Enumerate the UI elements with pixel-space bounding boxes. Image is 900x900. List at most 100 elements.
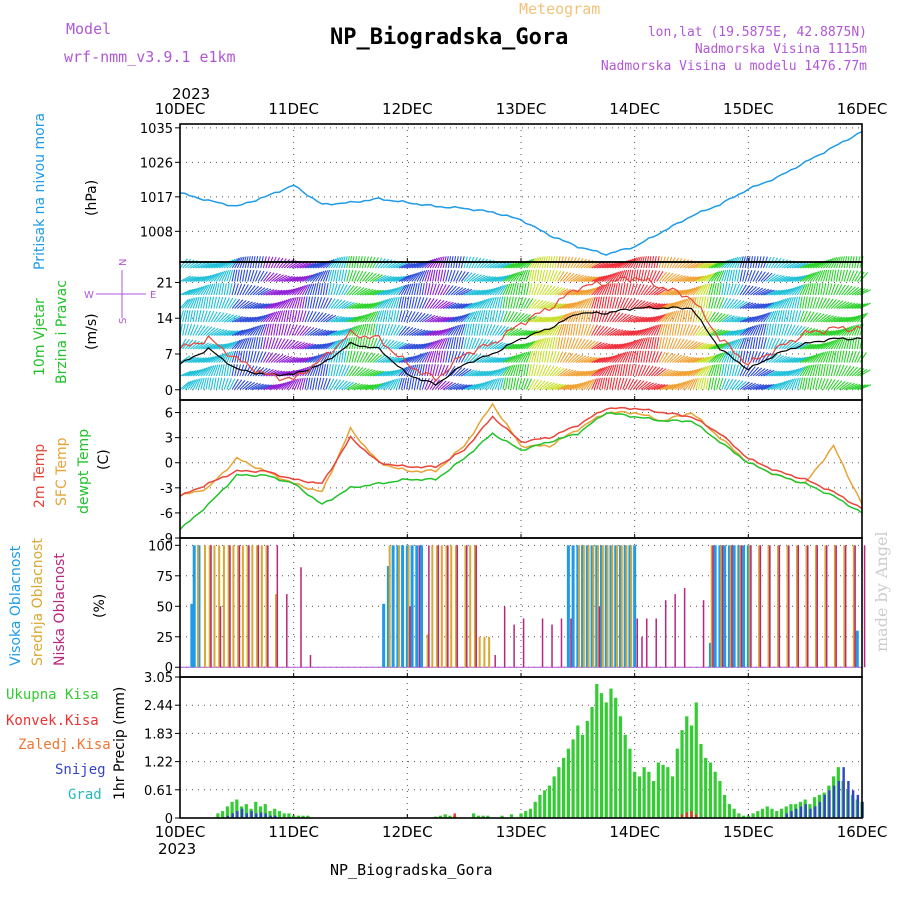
wind-barb: [765, 311, 773, 323]
wind-barb: [752, 303, 765, 310]
wind-barb: [703, 343, 715, 350]
wind-barb: [354, 303, 366, 310]
wind-barb: [255, 303, 267, 310]
cloud-bar: [683, 587, 686, 668]
wind-barb: [426, 269, 432, 282]
wind-barb: [687, 324, 694, 336]
wind-barb: [507, 272, 517, 282]
wind-barb: [479, 355, 491, 363]
wind-barb: [416, 329, 429, 336]
wind-barb: [268, 323, 272, 336]
wind-barb: [747, 315, 759, 323]
wind-barb: [799, 356, 811, 363]
wind-barb: [773, 275, 785, 282]
wind-barb: [458, 271, 466, 282]
wind-barb: [703, 273, 714, 282]
wind-barb: [343, 301, 355, 309]
wind-barb: [250, 302, 262, 309]
wind-barb: [241, 269, 246, 282]
wind-barb: [424, 314, 436, 323]
wind-barb: [416, 342, 428, 350]
wind-barb: [200, 296, 204, 309]
cloud-bar: [237, 545, 240, 668]
precip-bar: [689, 725, 694, 818]
wind-barb: [549, 325, 558, 336]
wind-barb: [588, 324, 595, 336]
wind-barb: [554, 314, 565, 323]
wind-barb: [244, 269, 249, 282]
precip-bar: [790, 811, 793, 818]
wind-barb: [382, 298, 391, 309]
wind-barb: [560, 368, 571, 377]
wind-barb: [570, 323, 574, 336]
wind-barb: [317, 283, 321, 296]
wind-barb: [786, 276, 799, 283]
wind-barb: [703, 355, 714, 363]
wind-barb: [755, 368, 766, 377]
wind-barb: [729, 364, 733, 377]
wind-barb: [374, 300, 385, 309]
wind-barb: [463, 289, 475, 296]
wind-barb: [382, 310, 387, 323]
wind-barb: [455, 384, 468, 391]
wind-barb: [268, 301, 280, 309]
wind-barb: [323, 330, 335, 337]
wind-barb: [221, 330, 233, 337]
wind-barb: [304, 273, 315, 282]
wind-barb: [468, 323, 472, 336]
wind-barb: [804, 343, 817, 350]
wind-barb: [632, 338, 641, 350]
wind-barb: [854, 288, 866, 296]
wind-barb: [698, 343, 710, 350]
wind-barb: [458, 337, 462, 350]
wind-barb: [609, 354, 620, 363]
wind-barb: [638, 301, 649, 309]
wind-barb: [538, 337, 546, 350]
wind-barb: [713, 312, 723, 323]
wind-barb: [291, 261, 303, 269]
wind-barb: [325, 330, 338, 337]
cloud-bar: [440, 545, 443, 668]
wind-barb: [205, 355, 217, 363]
wind-barb: [570, 370, 582, 377]
wind-barb: [393, 285, 403, 296]
precip-bar: [851, 790, 855, 818]
precip-bar: [538, 794, 542, 818]
wind-barb: [289, 357, 301, 364]
wind-barb: [799, 284, 806, 296]
wind-barb: [656, 384, 668, 391]
wind-barb: [812, 377, 817, 390]
wind-barb: [315, 329, 327, 336]
wind-barb: [778, 276, 791, 283]
wind-barb: [846, 303, 859, 310]
wind-barb: [497, 325, 506, 336]
wind-barb: [213, 296, 217, 309]
wind-barb: [533, 379, 543, 390]
wind-barb: [674, 258, 683, 269]
precip-frame: [179, 676, 863, 819]
cloud-bar: [222, 545, 225, 668]
y-tick-label: 1035: [140, 122, 173, 137]
wind-barb: [281, 380, 291, 390]
wind-barb: [575, 310, 581, 323]
wind-barb: [820, 269, 826, 282]
wind-barb: [203, 262, 215, 269]
wind-barb: [468, 289, 481, 296]
cloud-bar: [863, 545, 866, 668]
wind-barb: [400, 284, 408, 296]
wind-barb: [481, 259, 492, 269]
wind-barb: [458, 324, 464, 336]
wind-barb: [455, 270, 463, 282]
wind-barb: [445, 269, 450, 282]
wind-barb: [187, 297, 195, 309]
wind-barb: [817, 377, 823, 390]
wind-barb: [742, 316, 754, 323]
wind-barb: [825, 269, 830, 282]
wind-barb: [624, 378, 632, 390]
wind-barb: [515, 342, 527, 350]
wind-barb: [294, 367, 305, 377]
wind-barb: [221, 377, 226, 390]
wind-barb: [666, 353, 676, 363]
precip-snow-label: Snijeg: [55, 762, 106, 778]
wind-barb: [296, 378, 302, 390]
